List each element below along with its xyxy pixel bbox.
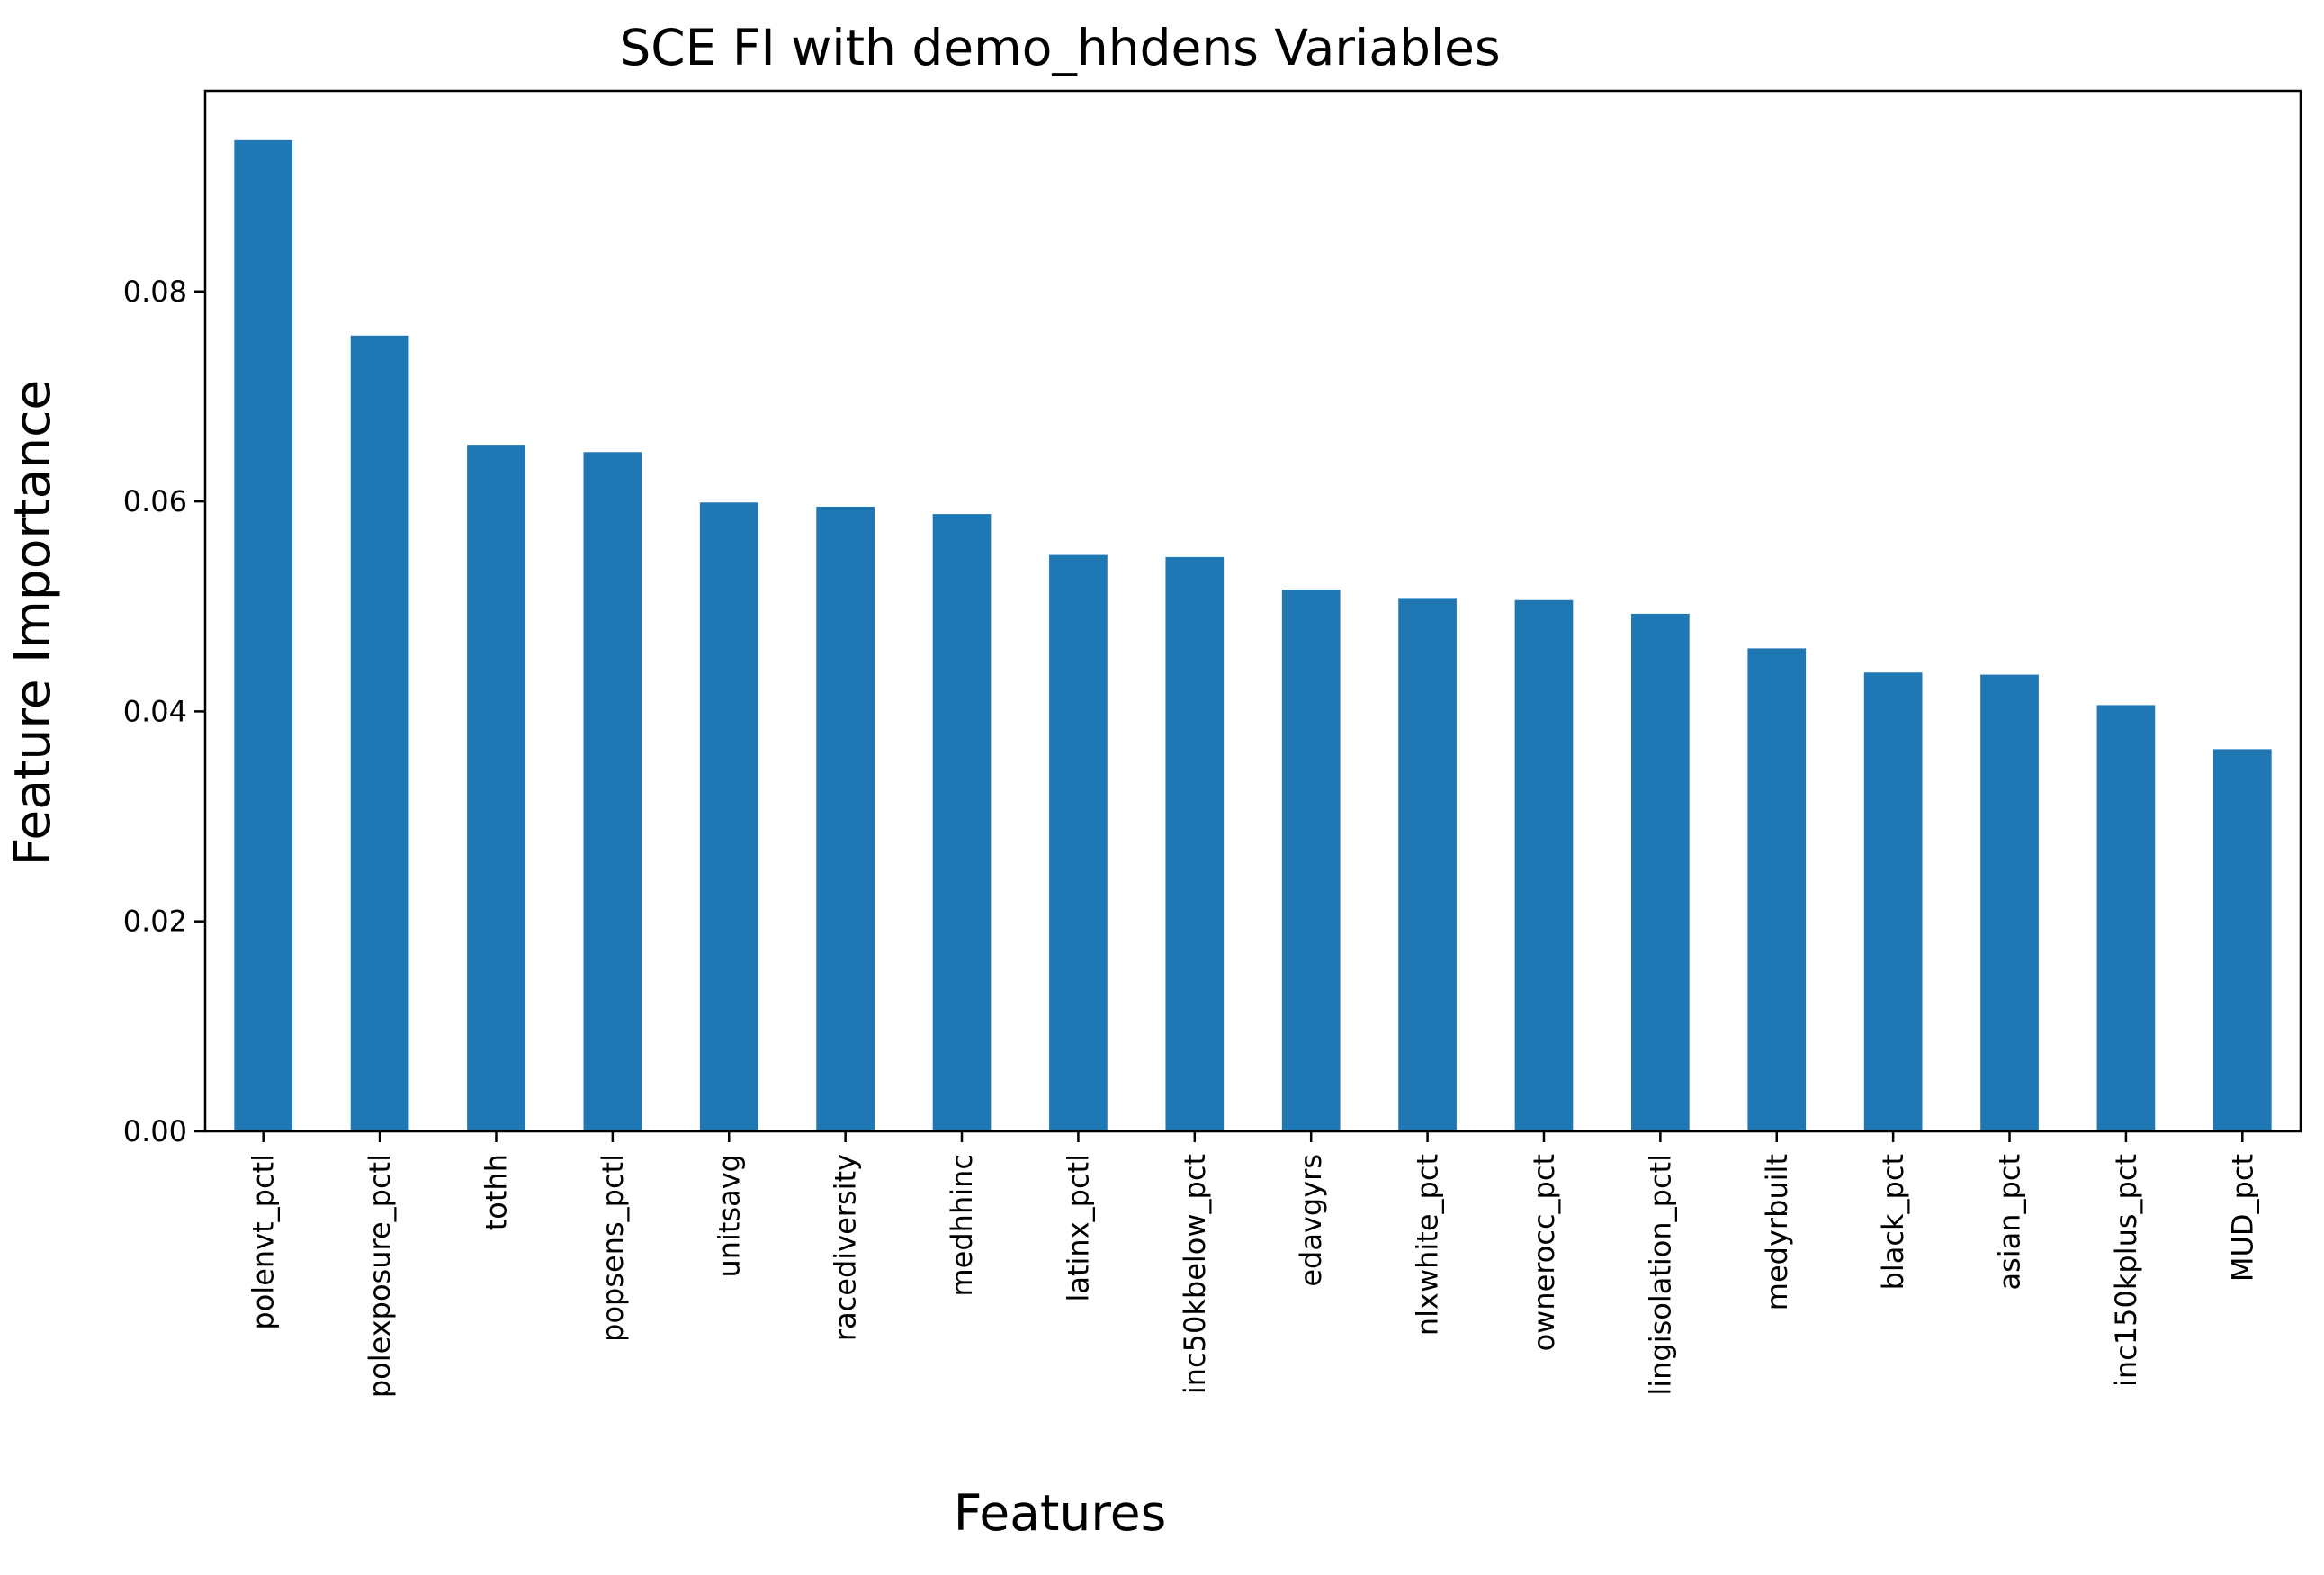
- bar-popsens_pctl: [583, 452, 642, 1131]
- x-tick-label: latinx_pctl: [1061, 1154, 1095, 1302]
- bar-edavgyrs: [1281, 590, 1341, 1131]
- x-tick-label: lingisolation_pctl: [1643, 1154, 1677, 1396]
- bar-polexposure_pctl: [350, 335, 409, 1131]
- bar-polenvt_pctl: [234, 140, 293, 1131]
- y-tick-label: 0.04: [123, 694, 187, 728]
- bar-asian_pct: [1980, 674, 2039, 1131]
- bar-medhhinc: [932, 514, 992, 1131]
- x-tick-label: popsens_pctl: [596, 1154, 630, 1342]
- x-tick-label: black_pct: [1876, 1154, 1910, 1290]
- x-tick-label: unitsavg: [712, 1154, 746, 1278]
- y-tick-label: 0.08: [123, 274, 187, 309]
- x-tick-label: nlxwhite_pct: [1411, 1154, 1445, 1336]
- bar-nlxwhite_pct: [1398, 598, 1457, 1131]
- x-tick-label: MUD_pct: [2225, 1154, 2259, 1282]
- x-tick-label: polexposure_pctl: [363, 1154, 397, 1398]
- x-axis: polenvt_pctl polexposure_pctl tothh popsens…: [247, 1131, 2259, 1398]
- x-tick-label: medyrbuilt: [1760, 1154, 1794, 1310]
- bar-ownerocc_pct: [1514, 599, 1574, 1131]
- x-tick-label: tothh: [479, 1154, 513, 1230]
- bar-medyrbuilt: [1747, 648, 1807, 1131]
- y-axis-title: Feature Importance: [4, 380, 61, 867]
- x-tick-label: asian_pct: [1993, 1154, 2027, 1291]
- plot-frame: [203, 89, 2302, 1133]
- x-tick-label: inc150kplus_pct: [2109, 1154, 2143, 1387]
- bar-inc50kbelow_pct: [1165, 556, 1225, 1131]
- bar-racediversity: [816, 506, 875, 1131]
- x-tick-label: edavgyrs: [1294, 1154, 1328, 1287]
- x-tick-label: ownerocc_pct: [1527, 1154, 1561, 1351]
- y-tick-label: 0.02: [123, 904, 187, 939]
- bar-inc150kplus_pct: [2096, 705, 2156, 1131]
- chart-title: SCE FI with demo_hhdens Variables: [619, 19, 1500, 76]
- y-axis: 0.00 0.02 0.04 0.06 0.08: [123, 274, 205, 1148]
- x-tick-label: medhhinc: [945, 1154, 979, 1297]
- y-tick-label: 0.06: [123, 484, 187, 518]
- x-axis-title: Features: [954, 1484, 1167, 1542]
- bars: [234, 140, 2272, 1131]
- y-tick-label: 0.00: [123, 1114, 187, 1148]
- bar-MUD_pct: [2212, 749, 2272, 1131]
- bar-lingisolation_pctl: [1631, 613, 1690, 1131]
- bar-latinx_pctl: [1049, 554, 1108, 1131]
- bar-tothh: [467, 445, 525, 1131]
- x-tick-label: racediversity: [829, 1154, 863, 1341]
- bar-unitsavg: [699, 502, 758, 1131]
- x-tick-label: inc50kbelow_pct: [1178, 1154, 1212, 1394]
- x-tick-label: polenvt_pctl: [247, 1154, 281, 1330]
- bar-black_pct: [1863, 672, 1923, 1131]
